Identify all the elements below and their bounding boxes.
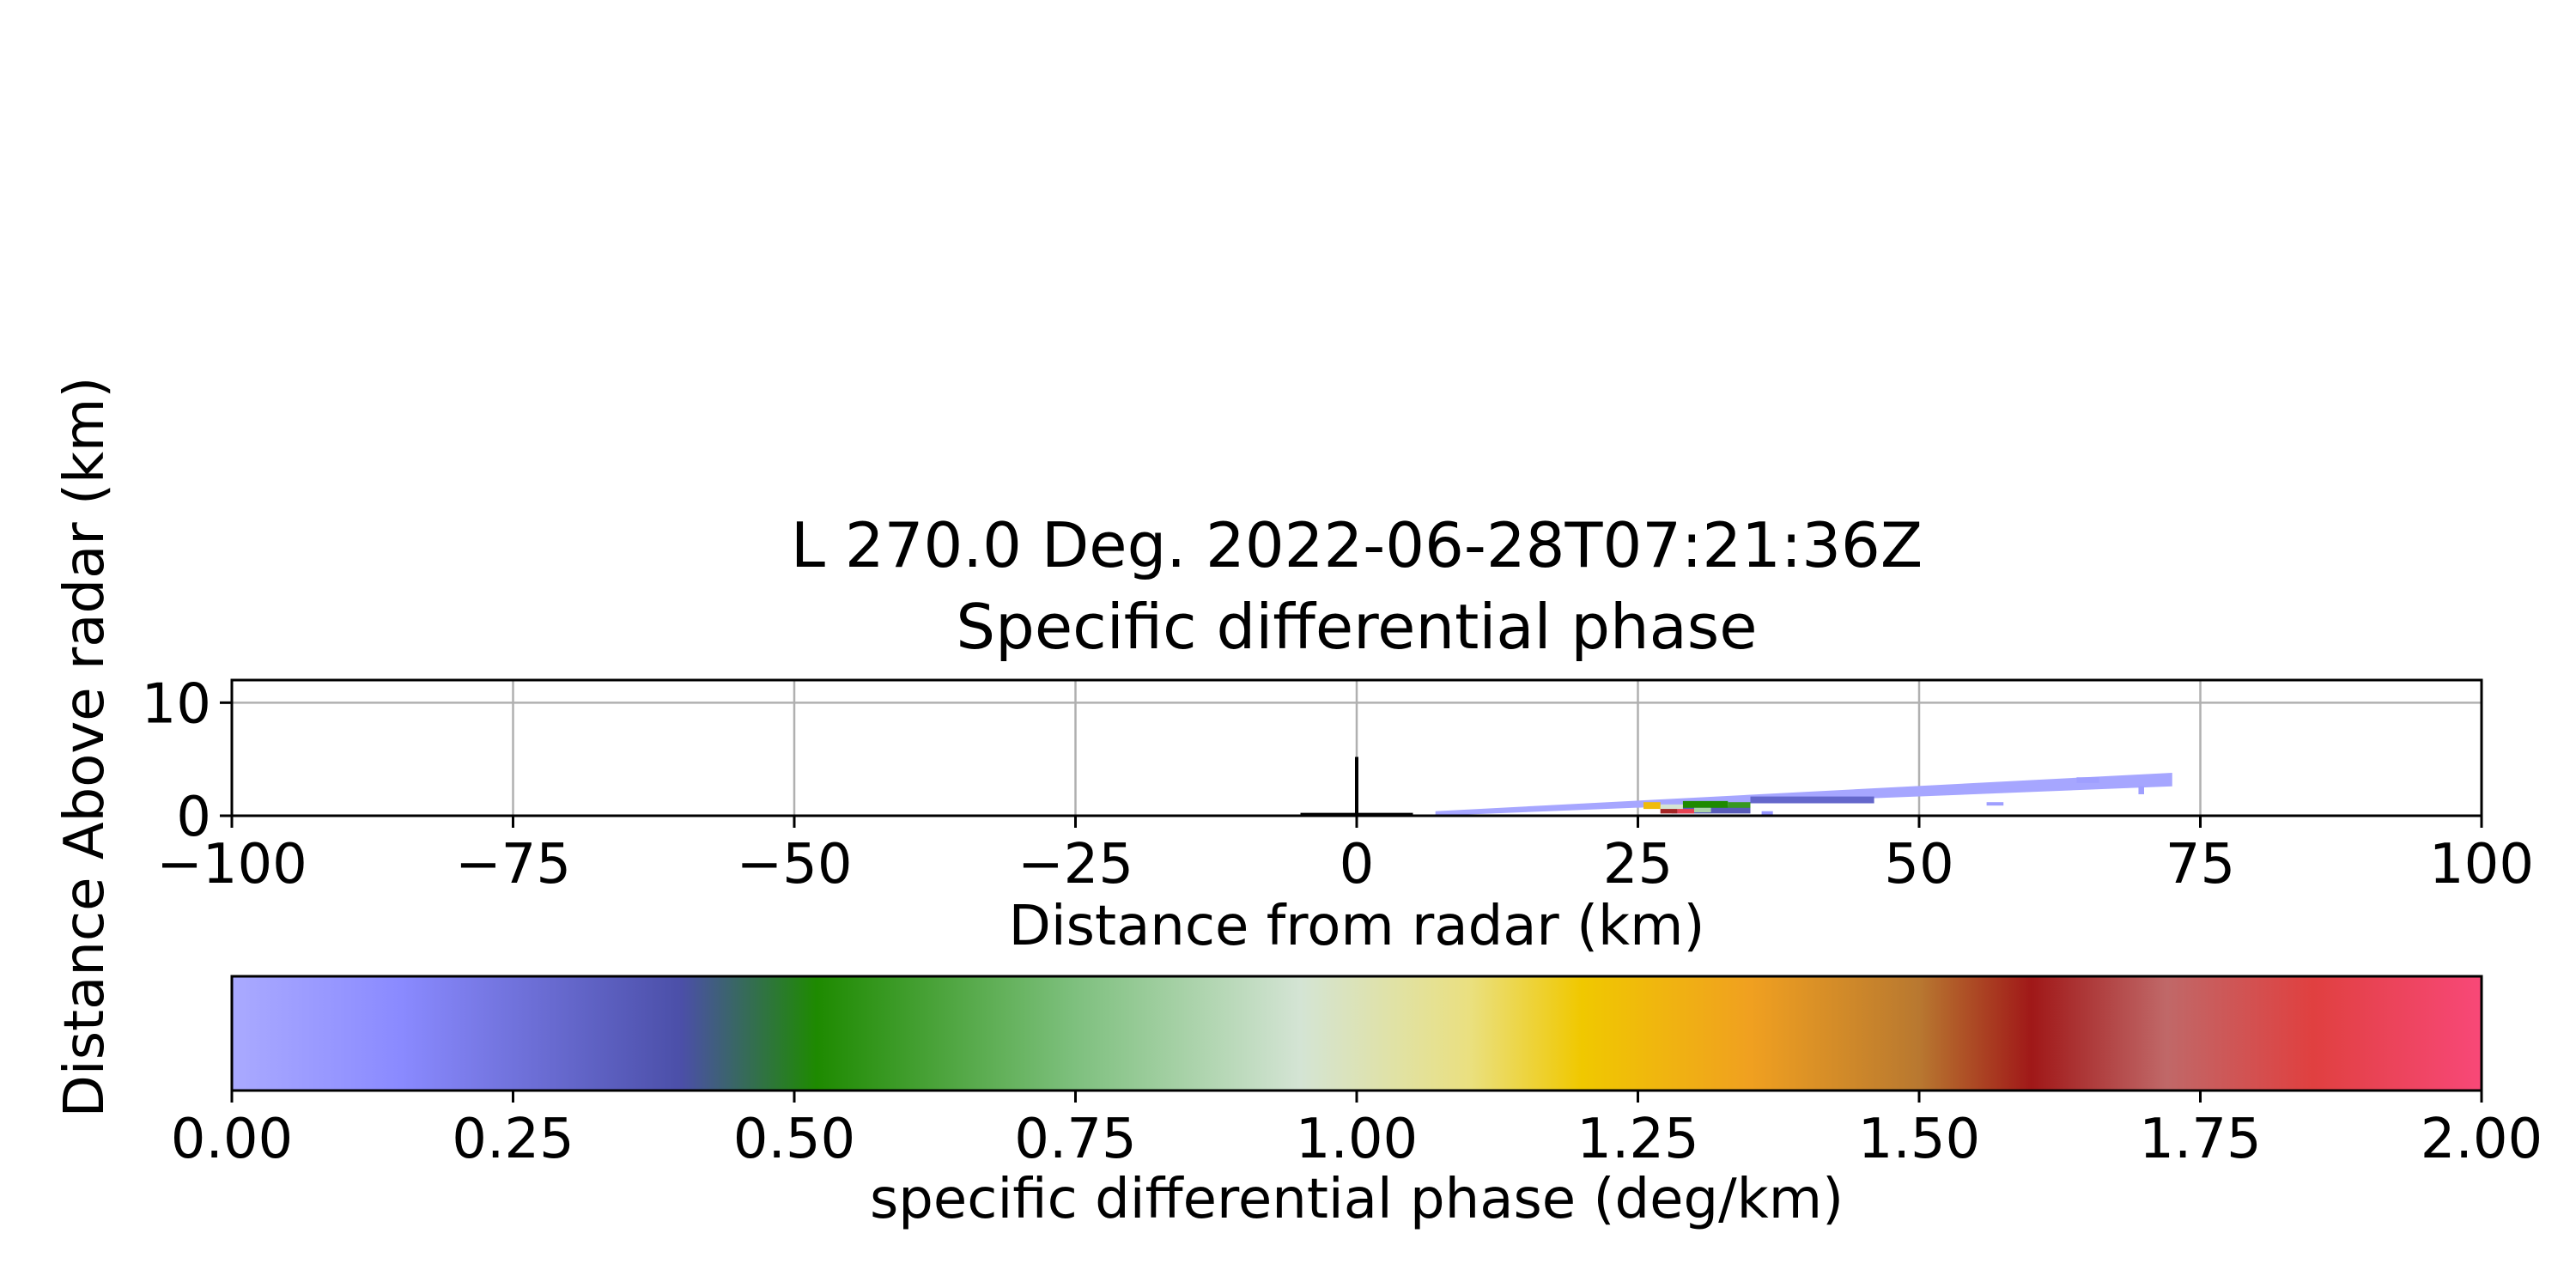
colorbar-tick-label: 1.75: [2139, 1108, 2262, 1171]
kdp-cell: [1643, 802, 1661, 810]
plot-area: −100 −75 −50 −25 0 25 50 75 100 0 10: [142, 672, 2535, 896]
kdp-cell: [2138, 786, 2144, 794]
kdp-cell: [1750, 796, 1874, 804]
colorbar-ticks: 0.00 0.25 0.50 0.75 1.00 1.25 1.50 1.75 2.00: [171, 1091, 2543, 1171]
kdp-cell: [1682, 800, 1728, 808]
colorbar-tick-label: 0.50: [733, 1108, 856, 1171]
colorbar-tick-label: 0.75: [1014, 1108, 1137, 1171]
x-tick-label: −50: [736, 833, 852, 896]
radar-location-marker: [1300, 756, 1413, 817]
colorbar-tick-label: 1.50: [1858, 1108, 1981, 1171]
y-axis-ticks: 0 10: [142, 672, 232, 849]
x-tick-label: 50: [1884, 833, 1953, 896]
kdp-beam: [1435, 772, 2172, 816]
kdp-cell: [1660, 804, 1683, 811]
colorbar-tick-label: 0.25: [452, 1108, 574, 1171]
x-tick-label: 100: [2429, 833, 2534, 896]
colorbar-tick-label: 2.00: [2421, 1108, 2543, 1171]
chart-subtitle: Specific differential phase: [956, 591, 1757, 663]
chart-title: L 270.0 Deg. 2022-06-28T07:21:36Z: [791, 509, 1923, 581]
kdp-cell: [2076, 777, 2099, 783]
y-axis-label: Distance Above radar (km): [53, 377, 117, 1118]
x-tick-label: −100: [156, 833, 307, 896]
y-tick-label: 0: [176, 786, 211, 849]
x-tick-label: 25: [1603, 833, 1673, 896]
colorbar: 0.00 0.25 0.50 0.75 1.00 1.25 1.50 1.75 2.00: [171, 975, 2543, 1171]
kdp-data: [1435, 772, 2172, 816]
x-tick-label: −25: [1018, 833, 1133, 896]
kdp-cell: [1677, 809, 1694, 814]
x-axis-label: Distance from radar (km): [1009, 895, 1705, 958]
colorbar-tick-label: 1.25: [1577, 1108, 1699, 1171]
kdp-cell: [1761, 811, 1773, 816]
x-tick-label: −75: [455, 833, 571, 896]
x-axis-ticks: −100 −75 −50 −25 0 25 50 75 100: [156, 816, 2534, 896]
x-tick-label: 75: [2166, 833, 2235, 896]
kdp-cell: [1660, 809, 1678, 814]
colorbar-tick-label: 1.00: [1296, 1108, 1419, 1171]
kdp-cell: [1986, 802, 2004, 806]
colorbar-tick-label: 0.00: [171, 1108, 294, 1171]
x-tick-label: 0: [1340, 833, 1375, 896]
y-tick-label: 10: [142, 672, 211, 736]
kdp-cell: [1694, 807, 1711, 813]
colorbar-gradient: [230, 975, 2483, 1092]
kdp-cell: [1728, 802, 1751, 808]
colorbar-label: specific differential phase (deg/km): [870, 1168, 1844, 1231]
